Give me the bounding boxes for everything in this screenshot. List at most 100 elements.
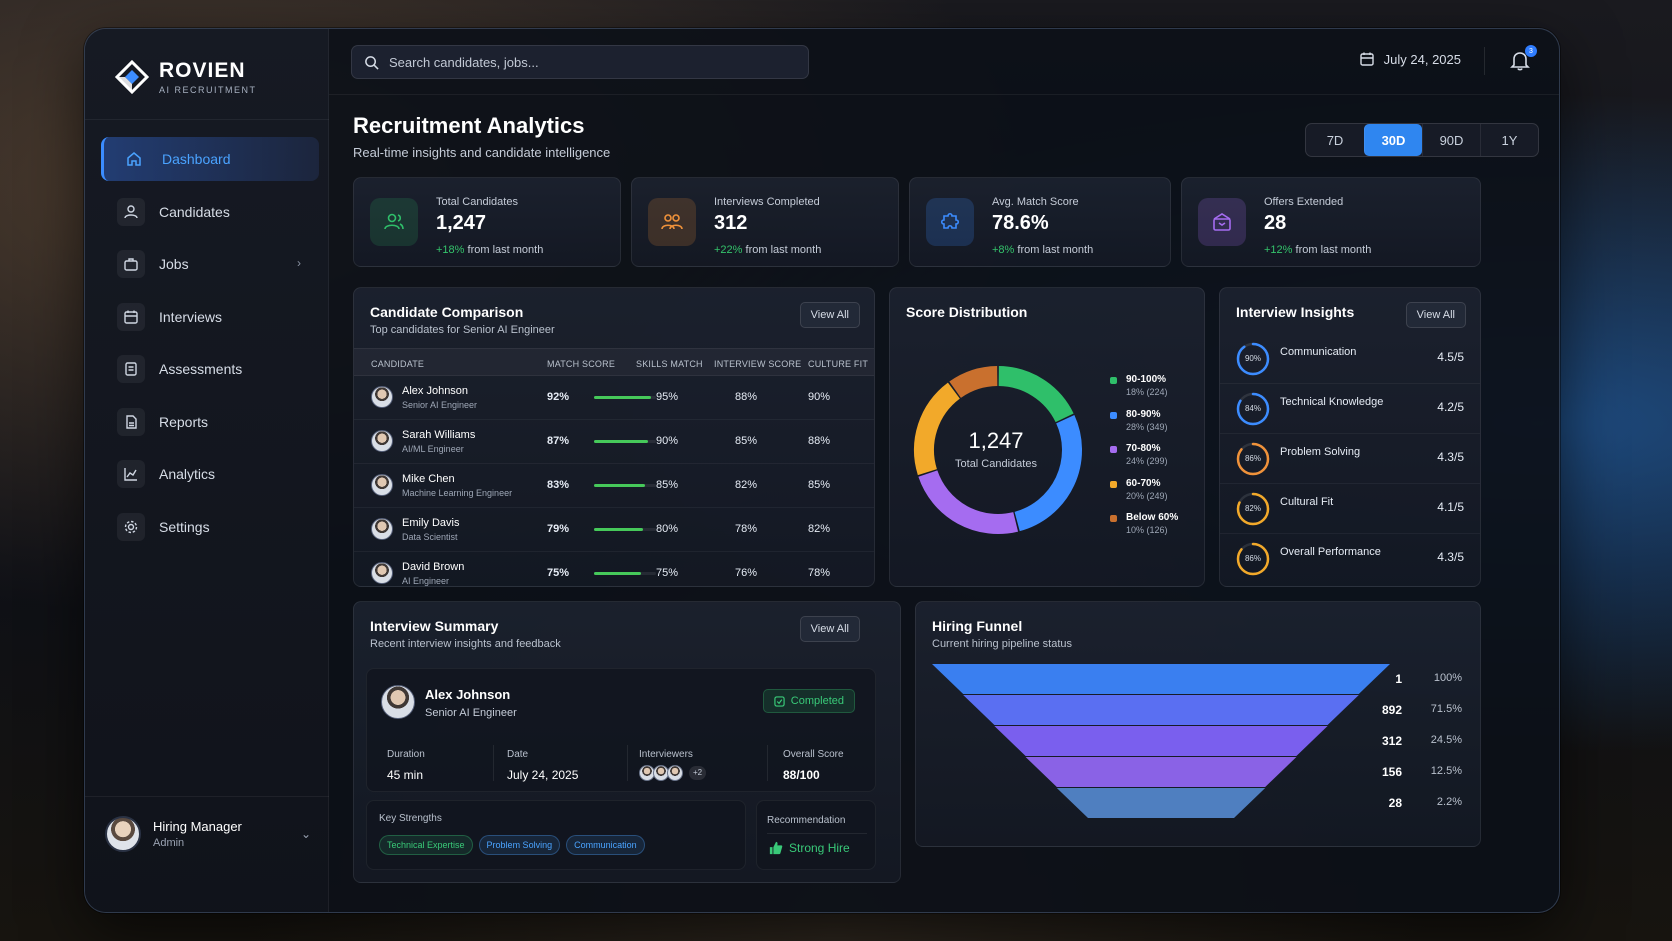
list-item[interactable]: 86% Problem Solving 4.3/5	[1220, 434, 1480, 484]
stage-count: 312	[1381, 734, 1402, 748]
legend-count: 24% (299)	[1126, 456, 1168, 466]
funnel-stage[interactable]	[963, 695, 1359, 725]
insight-score: 4.1/5	[1437, 500, 1464, 514]
match-score: 83%	[547, 479, 570, 491]
divider	[767, 833, 867, 834]
range-7d-button[interactable]: 7D	[1326, 132, 1344, 148]
range-30d-button[interactable]: 30D	[1364, 124, 1422, 156]
donut-segment[interactable]	[914, 382, 961, 476]
interview-score: 78%	[735, 523, 758, 535]
user-menu[interactable]: Hiring Manager Admin ⌄	[105, 816, 311, 852]
insight-name: Problem Solving	[1280, 446, 1361, 458]
list-item[interactable]: 82% Cultural Fit 4.1/5	[1220, 484, 1480, 534]
sidebar-item-settings[interactable]: Settings	[101, 505, 319, 549]
kpi-card-avg-match-score[interactable]: Avg. Match Score 78.6% +8% from last mon…	[909, 177, 1171, 267]
donut-segment[interactable]	[998, 366, 1074, 423]
skills-match: 75%	[656, 567, 679, 579]
stage-count: 28	[1388, 796, 1402, 810]
table-row[interactable]: Alex Johnson Senior AI Engineer 92% 95% 88% 9…	[354, 376, 874, 420]
kpi-card-interviews-completed[interactable]: Interviews Completed 312 +22% from last …	[631, 177, 899, 267]
sidebar-item-reports[interactable]: Reports	[101, 400, 319, 444]
interview-score: 85%	[735, 435, 758, 447]
funnel-stage[interactable]	[1056, 788, 1266, 818]
column-header: SKILLS MATCH	[636, 359, 703, 369]
progress-ring-arc	[1236, 392, 1270, 426]
sidebar-item-assessments[interactable]: Assessments	[101, 347, 319, 391]
kpi-delta-text: from last month	[1017, 244, 1094, 256]
notifications-button[interactable]: 3	[1509, 45, 1537, 73]
candidate-name: Alex Johnson	[402, 385, 469, 397]
kpi-card-offers-extended[interactable]: Offers Extended 28 +12% from last month	[1181, 177, 1481, 267]
legend-swatch	[1110, 446, 1117, 453]
legend-swatch	[1110, 515, 1117, 522]
avatar	[371, 430, 393, 452]
thumbs-up-icon	[769, 841, 783, 855]
status-text: Completed	[790, 695, 844, 707]
funnel-stage-label: 156 12.5%	[1342, 757, 1462, 787]
view-all-button[interactable]: View All	[1405, 302, 1466, 328]
kpi-card-total-candidates[interactable]: Total Candidates 1,247 +18% from last mo…	[353, 177, 621, 267]
user-name: Hiring Manager	[153, 819, 242, 834]
kpi-value: 78.6%	[992, 212, 1049, 234]
sidebar-item-jobs[interactable]: Jobs ›	[101, 242, 319, 286]
sidebar-item-label: Jobs	[159, 256, 189, 272]
user-icon	[117, 197, 145, 226]
table-row[interactable]: David Brown AI Engineer 75% 75% 76% 78%	[354, 552, 874, 596]
legend-range: 70-80%	[1126, 443, 1161, 454]
range-90d-button[interactable]: 90D	[1422, 124, 1480, 156]
candidate-name: David Brown	[402, 561, 465, 573]
strength-tag: Problem Solving	[478, 835, 561, 855]
funnel-stage[interactable]	[1025, 757, 1297, 787]
legend-item: 90-100% 18% (224)	[1110, 374, 1178, 397]
search-box[interactable]	[351, 45, 809, 79]
table-row[interactable]: Mike Chen Machine Learning Engineer 83% 85%…	[354, 464, 874, 508]
sidebar-item-label: Analytics	[159, 466, 216, 482]
search-input[interactable]	[389, 54, 789, 70]
list-item[interactable]: 90% Communication 4.5/5	[1220, 334, 1480, 384]
list-item[interactable]: 86% Overall Performance 4.3/5	[1220, 534, 1480, 584]
sidebar-item-analytics[interactable]: Analytics	[101, 452, 319, 496]
legend-count: 18% (224)	[1126, 387, 1168, 397]
donut-segment[interactable]	[949, 366, 998, 399]
donut-segment[interactable]	[918, 470, 1019, 534]
stage-percent: 71.5%	[1430, 703, 1462, 715]
kpi-delta: +22% from last month	[714, 244, 821, 256]
date-display[interactable]: July 24, 2025	[1359, 51, 1461, 67]
match-score-bar	[594, 440, 656, 443]
report-icon	[117, 407, 145, 436]
donut-segment[interactable]	[1014, 415, 1082, 532]
date-field: Date July 24, 2025	[507, 749, 578, 782]
list-item[interactable]: 84% Technical Knowledge 4.2/5	[1220, 384, 1480, 434]
sidebar-item-dashboard[interactable]: Dashboard	[101, 137, 319, 181]
progress-ring-arc	[1236, 342, 1270, 376]
date-range-selector: 7D 30D 90D 1Y	[1305, 123, 1539, 157]
funnel-stage[interactable]	[932, 664, 1390, 694]
table-row[interactable]: Sarah Williams AI/ML Engineer 87% 90% 85% 88%	[354, 420, 874, 464]
brand[interactable]: ROVIEN AI RECRUITMENT	[115, 59, 257, 95]
sidebar-item-interviews[interactable]: Interviews	[101, 295, 319, 339]
interviewer-avatars[interactable]: +2	[639, 765, 707, 781]
strength-tag: Technical Expertise	[379, 835, 473, 855]
score-donut-chart	[914, 366, 1082, 534]
legend-range: 90-100%	[1126, 374, 1167, 385]
match-score-bar-fill	[594, 484, 646, 487]
match-score-bar-fill	[594, 528, 643, 531]
sidebar-item-label: Dashboard	[162, 151, 231, 167]
view-all-button[interactable]: View All	[799, 616, 860, 642]
sidebar-item-candidates[interactable]: Candidates	[101, 190, 319, 234]
view-all-button[interactable]: View All	[799, 302, 860, 328]
culture-fit: 78%	[808, 567, 831, 579]
table-row[interactable]: Emily Davis Data Scientist 79% 80% 78% 82%	[354, 508, 874, 552]
rovien-logo-icon	[115, 60, 149, 94]
skills-match: 85%	[656, 479, 679, 491]
interview-detail[interactable]: Alex Johnson Senior AI Engineer Complete…	[366, 668, 876, 792]
range-1y-button[interactable]: 1Y	[1480, 124, 1538, 156]
kpi-label: Total Candidates	[436, 196, 518, 208]
meta-label: Overall Score	[783, 749, 844, 760]
funnel-stage[interactable]	[994, 726, 1328, 756]
avatar	[667, 765, 683, 781]
chart-legend: 90-100% 18% (224) 80-90% 28% (349) 70-80% 24%…	[1110, 374, 1178, 547]
strength-tags: Technical Expertise Problem Solving Commun…	[379, 835, 645, 855]
chevron-right-icon: ›	[297, 256, 301, 270]
legend-range: Below 60%	[1126, 512, 1179, 523]
